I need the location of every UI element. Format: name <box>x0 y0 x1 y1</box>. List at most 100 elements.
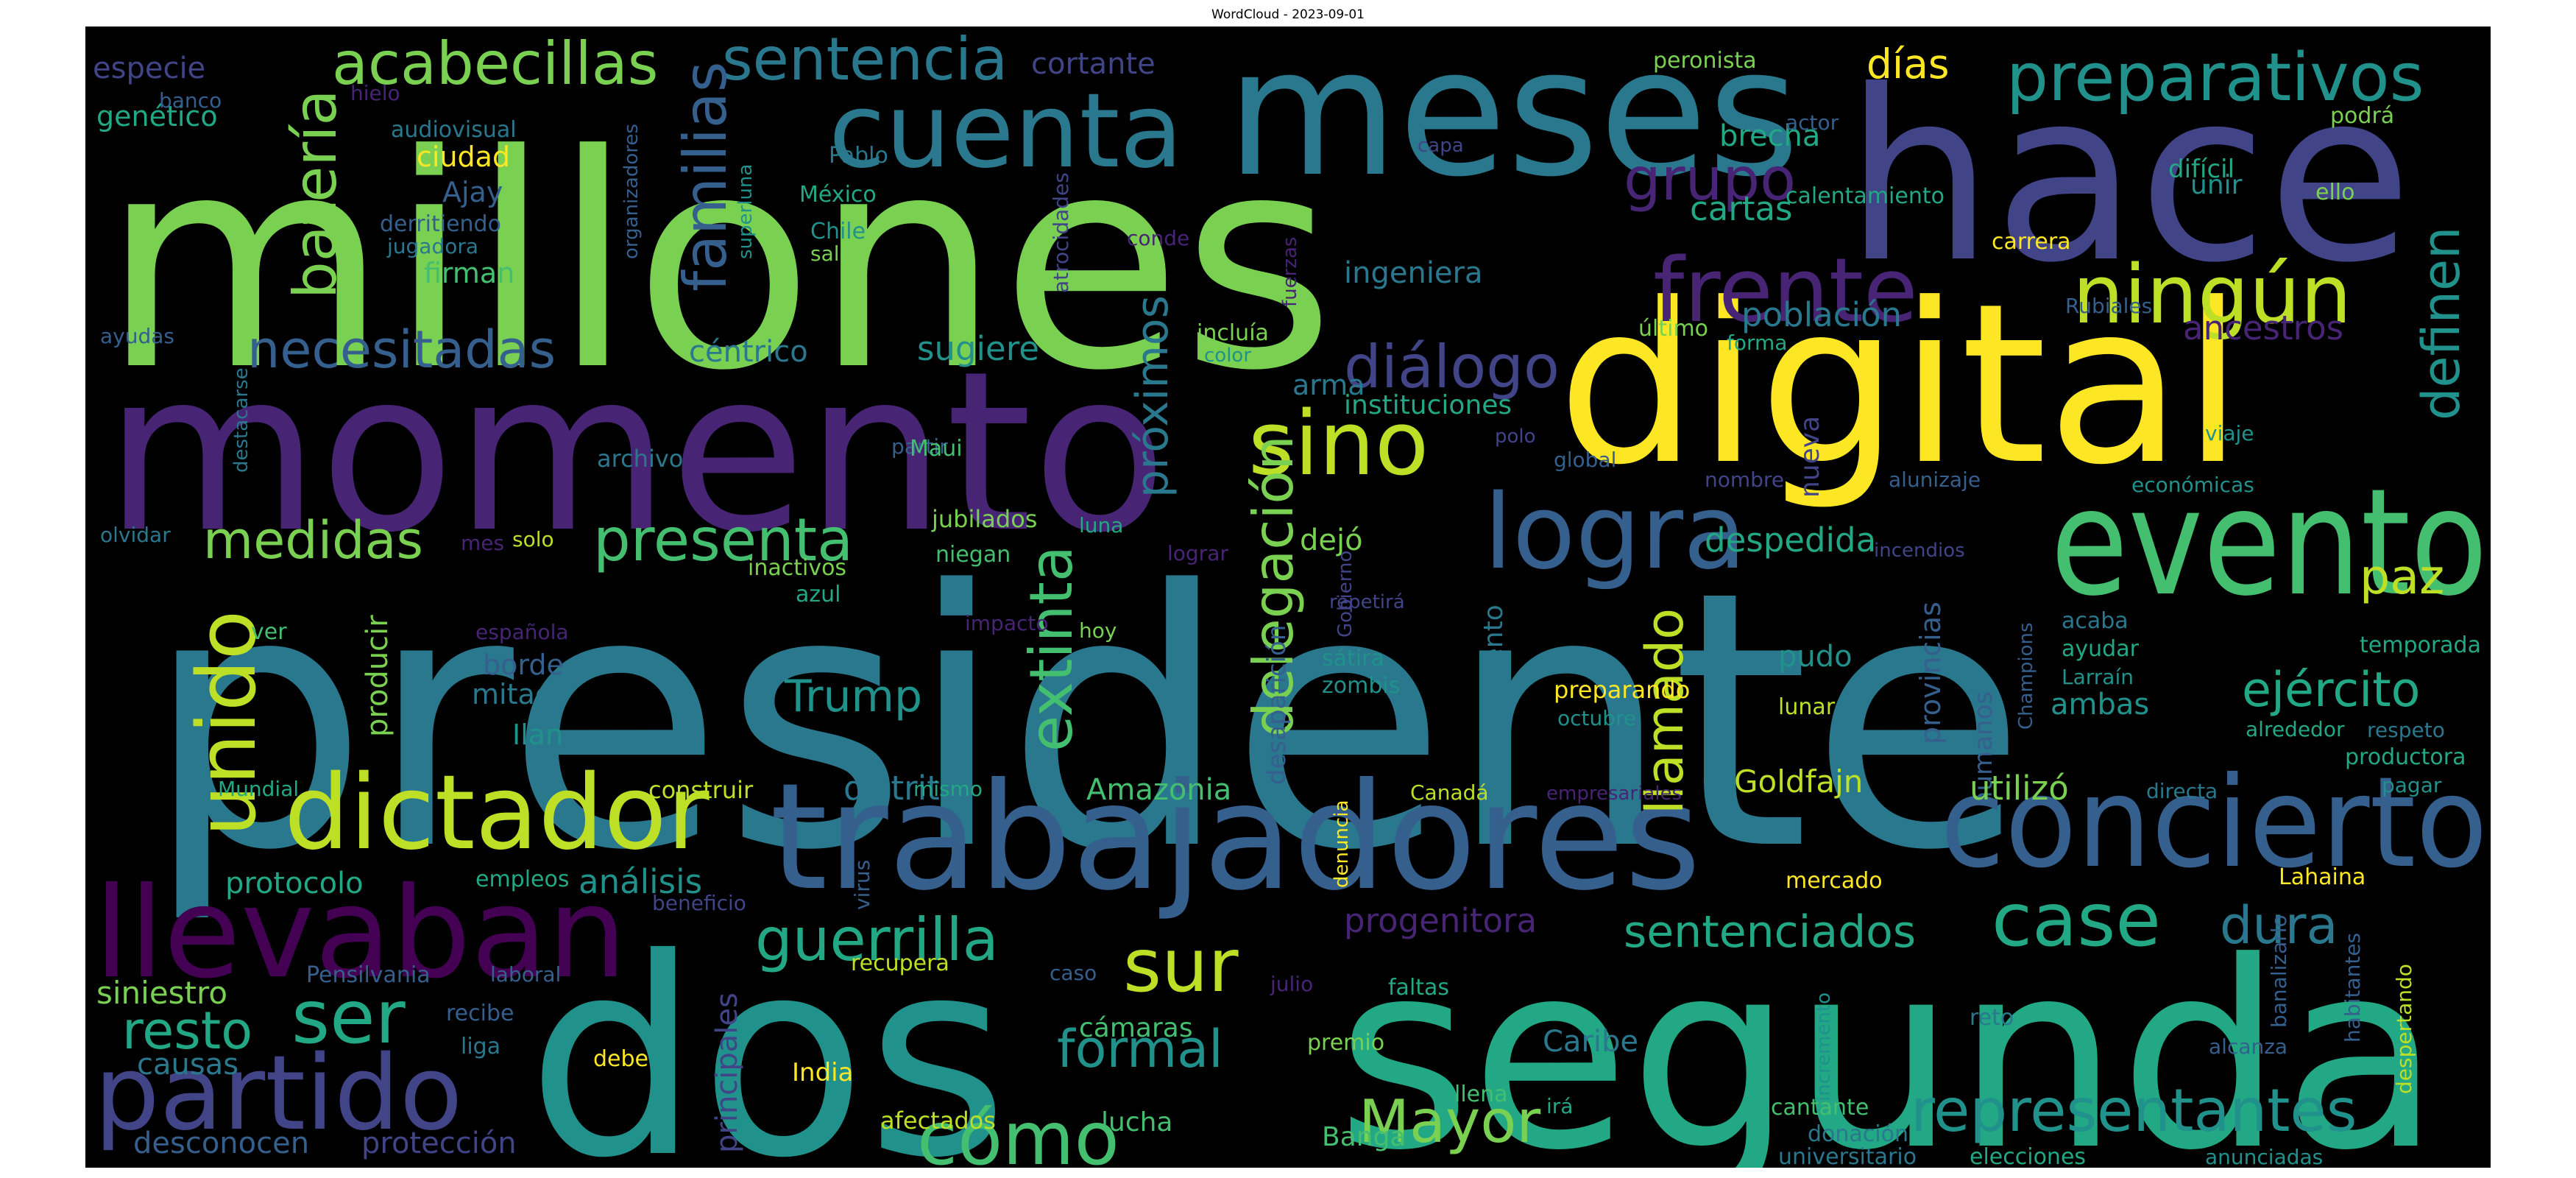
cloud-word: cámaras <box>1079 1013 1193 1043</box>
cloud-word: distrito <box>843 769 960 808</box>
cloud-word: recupera <box>851 950 949 976</box>
cloud-word: firman <box>424 257 514 289</box>
cloud-word: Maui <box>910 436 963 462</box>
cloud-word: acaba <box>2062 608 2129 634</box>
cloud-word: beneficio <box>652 891 746 915</box>
cloud-word: virus <box>850 860 874 910</box>
cloud-word: segunda <box>1337 906 2441 1168</box>
cloud-word: Amazonia <box>1086 773 1231 807</box>
cloud-word: análisis <box>578 862 702 901</box>
cloud-word: temporada <box>2360 632 2481 658</box>
cloud-word: definen <box>2411 227 2471 420</box>
cloud-word: sentencia <box>722 27 1008 94</box>
cloud-word: afectados <box>880 1107 996 1135</box>
cloud-word: dejó <box>1300 523 1363 557</box>
cloud-word: dura <box>2220 895 2338 956</box>
cloud-word: denuncia <box>1331 800 1353 888</box>
cloud-word: último <box>1638 316 1708 342</box>
cloud-word: organizadores <box>620 124 643 259</box>
word-cloud-panel: millones hace meses presidente momento digita… <box>85 27 2491 1168</box>
cloud-word: siniestro <box>96 975 227 1011</box>
cloud-word: brecha <box>1719 119 1820 153</box>
cloud-word: digital <box>1557 256 2243 513</box>
cloud-word: pagar <box>2382 773 2442 797</box>
cloud-word: céntrico <box>689 335 808 369</box>
cloud-word: Gobierno <box>1334 551 1356 638</box>
cloud-word: formal <box>1057 1019 1223 1079</box>
cloud-word: próximos <box>1127 295 1178 498</box>
cloud-word: ejército <box>2242 663 2420 718</box>
cloud-word: cartas <box>1690 189 1792 228</box>
cloud-word: alcanza <box>2209 1034 2287 1059</box>
cloud-word: sino <box>1248 393 1429 495</box>
cloud-word: genético <box>96 100 218 133</box>
cloud-word: partido <box>94 1034 463 1154</box>
cloud-word: diálogo <box>1344 333 1560 401</box>
cloud-word: lunar <box>1778 694 1836 720</box>
cloud-word: superluna <box>735 164 757 259</box>
cloud-word: repetirá <box>1329 591 1405 613</box>
cloud-word: Rubiales <box>2065 294 2152 318</box>
cloud-word: ello <box>2315 180 2354 205</box>
cloud-word: llena <box>1454 1082 1508 1107</box>
cloud-word: ingeniera <box>1344 256 1483 290</box>
cloud-word: mercado <box>1786 868 1883 894</box>
cloud-word: alunizaje <box>1889 468 1981 492</box>
cloud-word: Trump <box>784 671 922 722</box>
cloud-word: hielo <box>350 81 400 105</box>
cloud-word: Banga <box>1322 1122 1406 1152</box>
cloud-word: alrededor <box>2246 717 2345 741</box>
cloud-word: julio <box>1270 972 1313 996</box>
cloud-word: archivo <box>597 445 683 473</box>
cloud-word: mitad <box>472 678 553 710</box>
cloud-word: logra <box>1484 473 1747 593</box>
cloud-word: surgimiento <box>1479 604 1509 763</box>
cloud-word: impacto <box>965 611 1049 635</box>
cloud-word: desaparición <box>1262 625 1292 785</box>
cloud-word: olvidar <box>100 523 171 547</box>
cloud-word: paz <box>2360 550 2444 605</box>
cloud-word: sugiere <box>917 329 1039 368</box>
cloud-word: Goldfajn <box>1734 763 1863 800</box>
cloud-word: jugadora <box>386 234 478 258</box>
cloud-word: jubilados <box>931 505 1037 533</box>
cloud-word: desconocen <box>133 1126 309 1160</box>
cloud-word: recibe <box>446 1001 514 1026</box>
cloud-word: lucha <box>1101 1107 1173 1138</box>
cloud-word: incluía <box>1197 320 1269 346</box>
cloud-word: empresariales <box>1546 783 1682 805</box>
cloud-word: viaje <box>2205 421 2254 445</box>
cloud-word: llamado <box>1635 608 1695 814</box>
cloud-word: preparando <box>1554 676 1690 704</box>
cloud-word: reto <box>1970 1005 2014 1031</box>
cloud-word: actor <box>1786 110 1839 135</box>
cloud-word: productora <box>2345 744 2466 770</box>
cloud-word: Chile <box>810 219 866 244</box>
cloud-word: instituciones <box>1344 390 1512 420</box>
cloud-word: principales <box>710 992 744 1153</box>
cloud-word: niegan <box>935 542 1011 568</box>
cloud-word: dos <box>527 901 1008 1168</box>
cloud-word: color <box>1204 345 1251 367</box>
cloud-word: mes <box>461 531 504 555</box>
cloud-word: Lahaina <box>2279 864 2366 890</box>
cloud-word: delegación <box>1241 435 1306 737</box>
cloud-word: presidente <box>144 516 2027 928</box>
cloud-word: mismo <box>913 777 983 801</box>
cloud-word: India <box>792 1058 853 1087</box>
cloud-word: lograr <box>1167 541 1228 565</box>
cloud-word: derritiendo <box>380 211 501 237</box>
cloud-word: Ilan <box>512 719 563 751</box>
cloud-word: guerrilla <box>755 906 999 974</box>
cloud-word: ser <box>291 974 406 1060</box>
cloud-word: global <box>1554 448 1616 472</box>
cloud-word: atrocidades <box>1049 172 1073 293</box>
cloud-word: ancestros <box>2183 308 2343 348</box>
cloud-word: cortante <box>1031 47 1156 81</box>
cloud-word: anunciadas <box>2205 1145 2323 1168</box>
cloud-word: partir <box>891 434 948 459</box>
cloud-word: ver <box>251 619 287 645</box>
cloud-word: Larraín <box>2062 665 2134 689</box>
cloud-word: Mundial <box>218 777 299 801</box>
